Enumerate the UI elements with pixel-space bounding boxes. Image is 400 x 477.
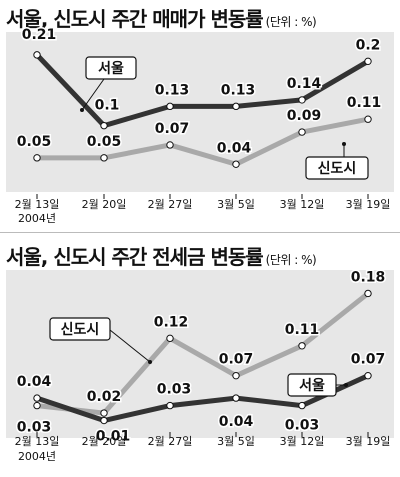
data-point	[33, 394, 41, 402]
data-point	[232, 394, 240, 402]
data-label: 0.13	[221, 82, 256, 98]
data-point	[232, 160, 240, 168]
data-label: 0.11	[347, 95, 382, 111]
data-label: 0.1	[95, 98, 120, 114]
chart-title: 서울, 신도시 주간 전세금 변동률 (단위 : %)	[6, 241, 317, 270]
legend-entry: 신도시	[61, 322, 100, 338]
data-point	[298, 96, 306, 104]
data-point	[33, 51, 41, 59]
data-label: 0.03	[285, 418, 320, 434]
data-point	[100, 121, 108, 130]
unit-label: (단위 : %)	[265, 253, 317, 267]
chart-panel-jeonse: 서울, 신도시 주간 전세금 변동률 (단위 : %) 0.03 0.02 0.12 0…	[0, 238, 400, 477]
chart-title: 서울, 신도시 주간 매매가 변동률 (단위 : %)	[6, 3, 317, 32]
x-tick-label: 3월 12일	[280, 434, 325, 448]
data-point	[100, 416, 108, 425]
data-label: 0.02	[87, 389, 122, 405]
legend-box	[49, 317, 111, 341]
series-line-1	[35, 53, 370, 129]
legend-box	[305, 156, 369, 180]
data-label: 0.09	[287, 108, 322, 124]
data-point	[100, 409, 108, 417]
x-tick-label: 3월 5일	[217, 434, 255, 448]
data-label: 0.05	[87, 134, 122, 150]
data-point	[232, 371, 240, 380]
x-tick-label: 3월 12일	[280, 197, 325, 211]
data-point	[298, 342, 306, 350]
legend-leader-line	[81, 78, 105, 111]
legend-leader-dot	[80, 108, 84, 112]
data-point	[166, 334, 174, 343]
data-label: 0.05	[17, 134, 52, 150]
data-label: 0.07	[155, 121, 190, 137]
data-label: 0.04	[17, 374, 52, 390]
line-chart-sale-price: 0.21 0.1 0.13 0.13 0.14 0.2 0.05 0.05 0.07 0.04 0.…	[15, 25, 391, 225]
x-tick-label: 2월 13일	[15, 434, 60, 448]
series-line-2	[36, 373, 370, 424]
data-label: 0.11	[285, 322, 320, 338]
legend-leader-line	[109, 329, 151, 363]
line-chart-jeonse: 0.030.020.120.070.110.180.040.010.030.04…	[15, 268, 391, 463]
data-label: 0.21	[22, 27, 57, 43]
legend-entry: 서울	[98, 60, 124, 77]
data-point	[166, 102, 174, 111]
x-tick-label: 2월 13일	[15, 197, 60, 211]
data-label: 0.03	[17, 420, 52, 436]
data-point	[364, 115, 372, 123]
data-point	[232, 102, 240, 111]
data-point	[364, 371, 372, 380]
data-point	[166, 401, 174, 410]
data-point	[364, 289, 372, 298]
data-label: 0.13	[155, 82, 190, 98]
x-year-label: 2004년	[18, 212, 56, 225]
data-label: 0.07	[219, 352, 254, 368]
x-tick-label: 3월 5일	[217, 197, 255, 211]
x-tick-label: 2월 20일	[82, 434, 127, 448]
data-point	[166, 141, 174, 149]
unit-label: (단위 : %)	[265, 15, 317, 29]
chart-title-text: 서울, 신도시 주간 매매가 변동률	[6, 7, 264, 31]
data-point	[33, 401, 41, 410]
data-label: 0.04	[219, 414, 254, 430]
data-point	[364, 57, 372, 66]
legend-entry: 서울	[299, 377, 325, 394]
chart-title-text: 서울, 신도시 주간 전세금 변동률	[6, 245, 264, 269]
data-point	[298, 401, 306, 410]
x-tick-label: 2월 27일	[148, 434, 193, 448]
data-label: 0.03	[157, 382, 192, 398]
data-point	[298, 128, 306, 136]
x-year-label: 2004년	[18, 450, 56, 463]
data-label: 0.18	[351, 269, 386, 285]
legend-leader-dot	[148, 360, 152, 364]
x-tick-label: 3월 19일	[346, 197, 391, 211]
x-tick-label: 2월 27일	[148, 197, 193, 211]
data-label: 0.2	[356, 37, 381, 53]
x-tick-label: 3월 19일	[346, 434, 391, 448]
data-label: 0.07	[351, 352, 386, 368]
legend-entry: 신도시	[318, 161, 357, 177]
legend-box	[85, 56, 137, 80]
data-label: 0.04	[217, 140, 252, 156]
data-point	[100, 154, 108, 162]
data-label: 0.12	[154, 314, 189, 330]
x-tick-label: 2월 20일	[82, 197, 127, 211]
legend-leader-dot	[344, 383, 348, 387]
legend-leader-dot	[342, 142, 346, 146]
series-line-1	[36, 291, 370, 416]
series-line-2	[37, 116, 369, 167]
panel-divider	[0, 232, 400, 239]
data-point	[33, 154, 41, 162]
legend-box	[287, 373, 337, 397]
data-label: 0.14	[287, 76, 322, 92]
chart-panel-sale-price: 서울, 신도시 주간 매매가 변동률 (단위 : %) 0.21 0.1 0.13 0.…	[0, 0, 400, 232]
